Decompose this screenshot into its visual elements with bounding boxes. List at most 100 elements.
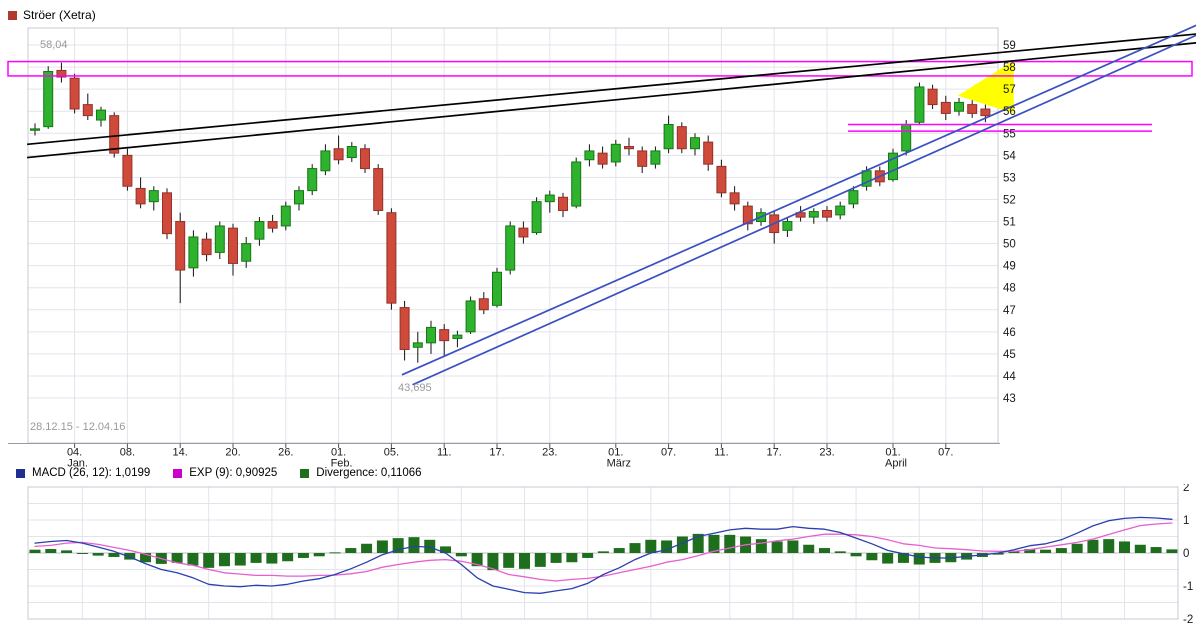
exp-legend-icon (173, 468, 183, 478)
svg-text:56: 56 (1003, 106, 1016, 118)
divergence-bar (140, 553, 152, 563)
svg-text:17.: 17. (767, 447, 782, 459)
divergence-legend-icon (300, 468, 310, 478)
divergence-bar (203, 553, 215, 568)
chart-title-legend: Ströer (Xetra) (8, 8, 96, 22)
divergence-bar (550, 553, 562, 563)
divergence-bar (518, 553, 530, 569)
channel-lower-black-trendline (26, 42, 1196, 159)
candles (30, 62, 991, 363)
candle-body-up (690, 137, 700, 150)
candle-body-down (175, 221, 186, 271)
svg-text:52: 52 (1003, 194, 1016, 206)
divergence-bar (250, 553, 262, 563)
candle-body-down (333, 148, 344, 161)
resistance-band (7, 60, 1193, 77)
svg-text:11.: 11. (714, 447, 728, 459)
divergence-bar (266, 553, 278, 564)
candle-body-up (505, 225, 516, 271)
divergence-bar (1071, 543, 1083, 553)
candle-body-up (650, 150, 661, 165)
candle-body-down (637, 150, 648, 167)
divergence-bar (361, 543, 373, 553)
svg-text:50: 50 (1003, 239, 1016, 251)
divergence-bar (471, 553, 483, 567)
candle-body-down (399, 307, 410, 350)
svg-text:23.: 23. (542, 447, 557, 459)
macd-legend-label: MACD (26, 12): 1,0199 (32, 467, 151, 479)
svg-text:01.: 01. (608, 447, 623, 459)
divergence-bar (897, 553, 909, 563)
candle-body-down (386, 212, 397, 304)
divergence-bar (708, 534, 720, 553)
candle-body-down (135, 187, 146, 205)
price-chart: 43 44 45 46 47 48 49 50 51 52 53 54 55 56 57 58 59 04.Jan… (7, 24, 1196, 470)
divergence-bar (61, 550, 73, 553)
candle-body-down (940, 101, 951, 114)
svg-text:49: 49 (1003, 261, 1016, 273)
svg-text:23.: 23. (819, 447, 834, 459)
svg-text:08.: 08. (120, 447, 135, 459)
svg-text:43: 43 (1003, 393, 1016, 405)
candle-body-up (610, 143, 621, 163)
divergence-bar (1087, 539, 1099, 553)
divergence-bar (771, 541, 783, 553)
svg-text:05.: 05. (384, 447, 399, 459)
svg-text:Jan.: Jan. (67, 458, 88, 470)
candle-body-up (96, 109, 106, 121)
svg-text:45: 45 (1003, 349, 1016, 361)
exp-signal-line (34, 522, 1173, 582)
divergence-bar (1119, 541, 1131, 553)
divergence-bar (392, 538, 404, 553)
divergence-bar (76, 553, 88, 554)
candle-body-down (373, 168, 384, 211)
divergence-legend-label: Divergence: 0,11066 (316, 467, 422, 479)
candle-body-down (703, 141, 714, 165)
candle-body-up (808, 211, 819, 218)
divergence-bar (787, 540, 799, 553)
channel-upper-black-trendline (27, 33, 1196, 146)
svg-text:01.: 01. (331, 447, 346, 459)
divergence-bar (1008, 551, 1020, 553)
candle-body-up (492, 271, 502, 306)
candle-body-up (188, 236, 199, 269)
svg-text:58: 58 (1003, 62, 1016, 74)
candle-body-up (914, 86, 925, 123)
divergence-bar (692, 533, 704, 553)
divergence-bar (1150, 547, 1162, 553)
x-axis (8, 443, 1000, 448)
svg-text:51: 51 (1003, 217, 1016, 229)
svg-text:2: 2 (1183, 484, 1189, 494)
candle-body-up (43, 71, 54, 128)
svg-text:47: 47 (1003, 305, 1016, 317)
svg-text:07.: 07. (661, 447, 676, 459)
candle-body-up (901, 123, 912, 152)
divergence-bar (1134, 544, 1146, 553)
candle-body-up (214, 225, 225, 253)
macd-indicator-chart: 2 1 0 -1 -2 (27, 484, 1193, 626)
divergence-bar (882, 553, 894, 564)
price-axis-labels: 43 44 45 46 47 48 49 50 51 52 53 54 55 56 57 58 59 (1003, 40, 1016, 405)
candle-body-down (558, 196, 568, 211)
macd-line (34, 516, 1173, 594)
candle-body-down (742, 205, 753, 225)
divergence-bar (1040, 549, 1052, 553)
candle-body-up (294, 190, 304, 205)
svg-text:20.: 20. (225, 447, 240, 459)
macd-axis-labels: 2 1 0 -1 -2 (1183, 484, 1193, 626)
support-lower-blue-trendline (412, 34, 1196, 386)
candle-body-down (729, 192, 740, 205)
candle-body-down (360, 148, 370, 170)
svg-text:11.: 11. (437, 447, 451, 459)
candle-body-up (954, 101, 964, 112)
divergence-bar (661, 540, 673, 553)
x-axis-labels: 04.Jan.08. 14. 20. 26. 01.Feb.05. 11. 17. 23. 01… (67, 447, 953, 470)
divergence-bar (376, 540, 388, 553)
svg-text:Feb.: Feb. (331, 458, 353, 470)
candle-body-up (584, 150, 595, 161)
exp-legend-label: EXP (9): 0,90925 (189, 467, 278, 479)
svg-text:48: 48 (1003, 283, 1016, 295)
divergence-bar (408, 537, 420, 553)
svg-text:54: 54 (1003, 150, 1016, 162)
